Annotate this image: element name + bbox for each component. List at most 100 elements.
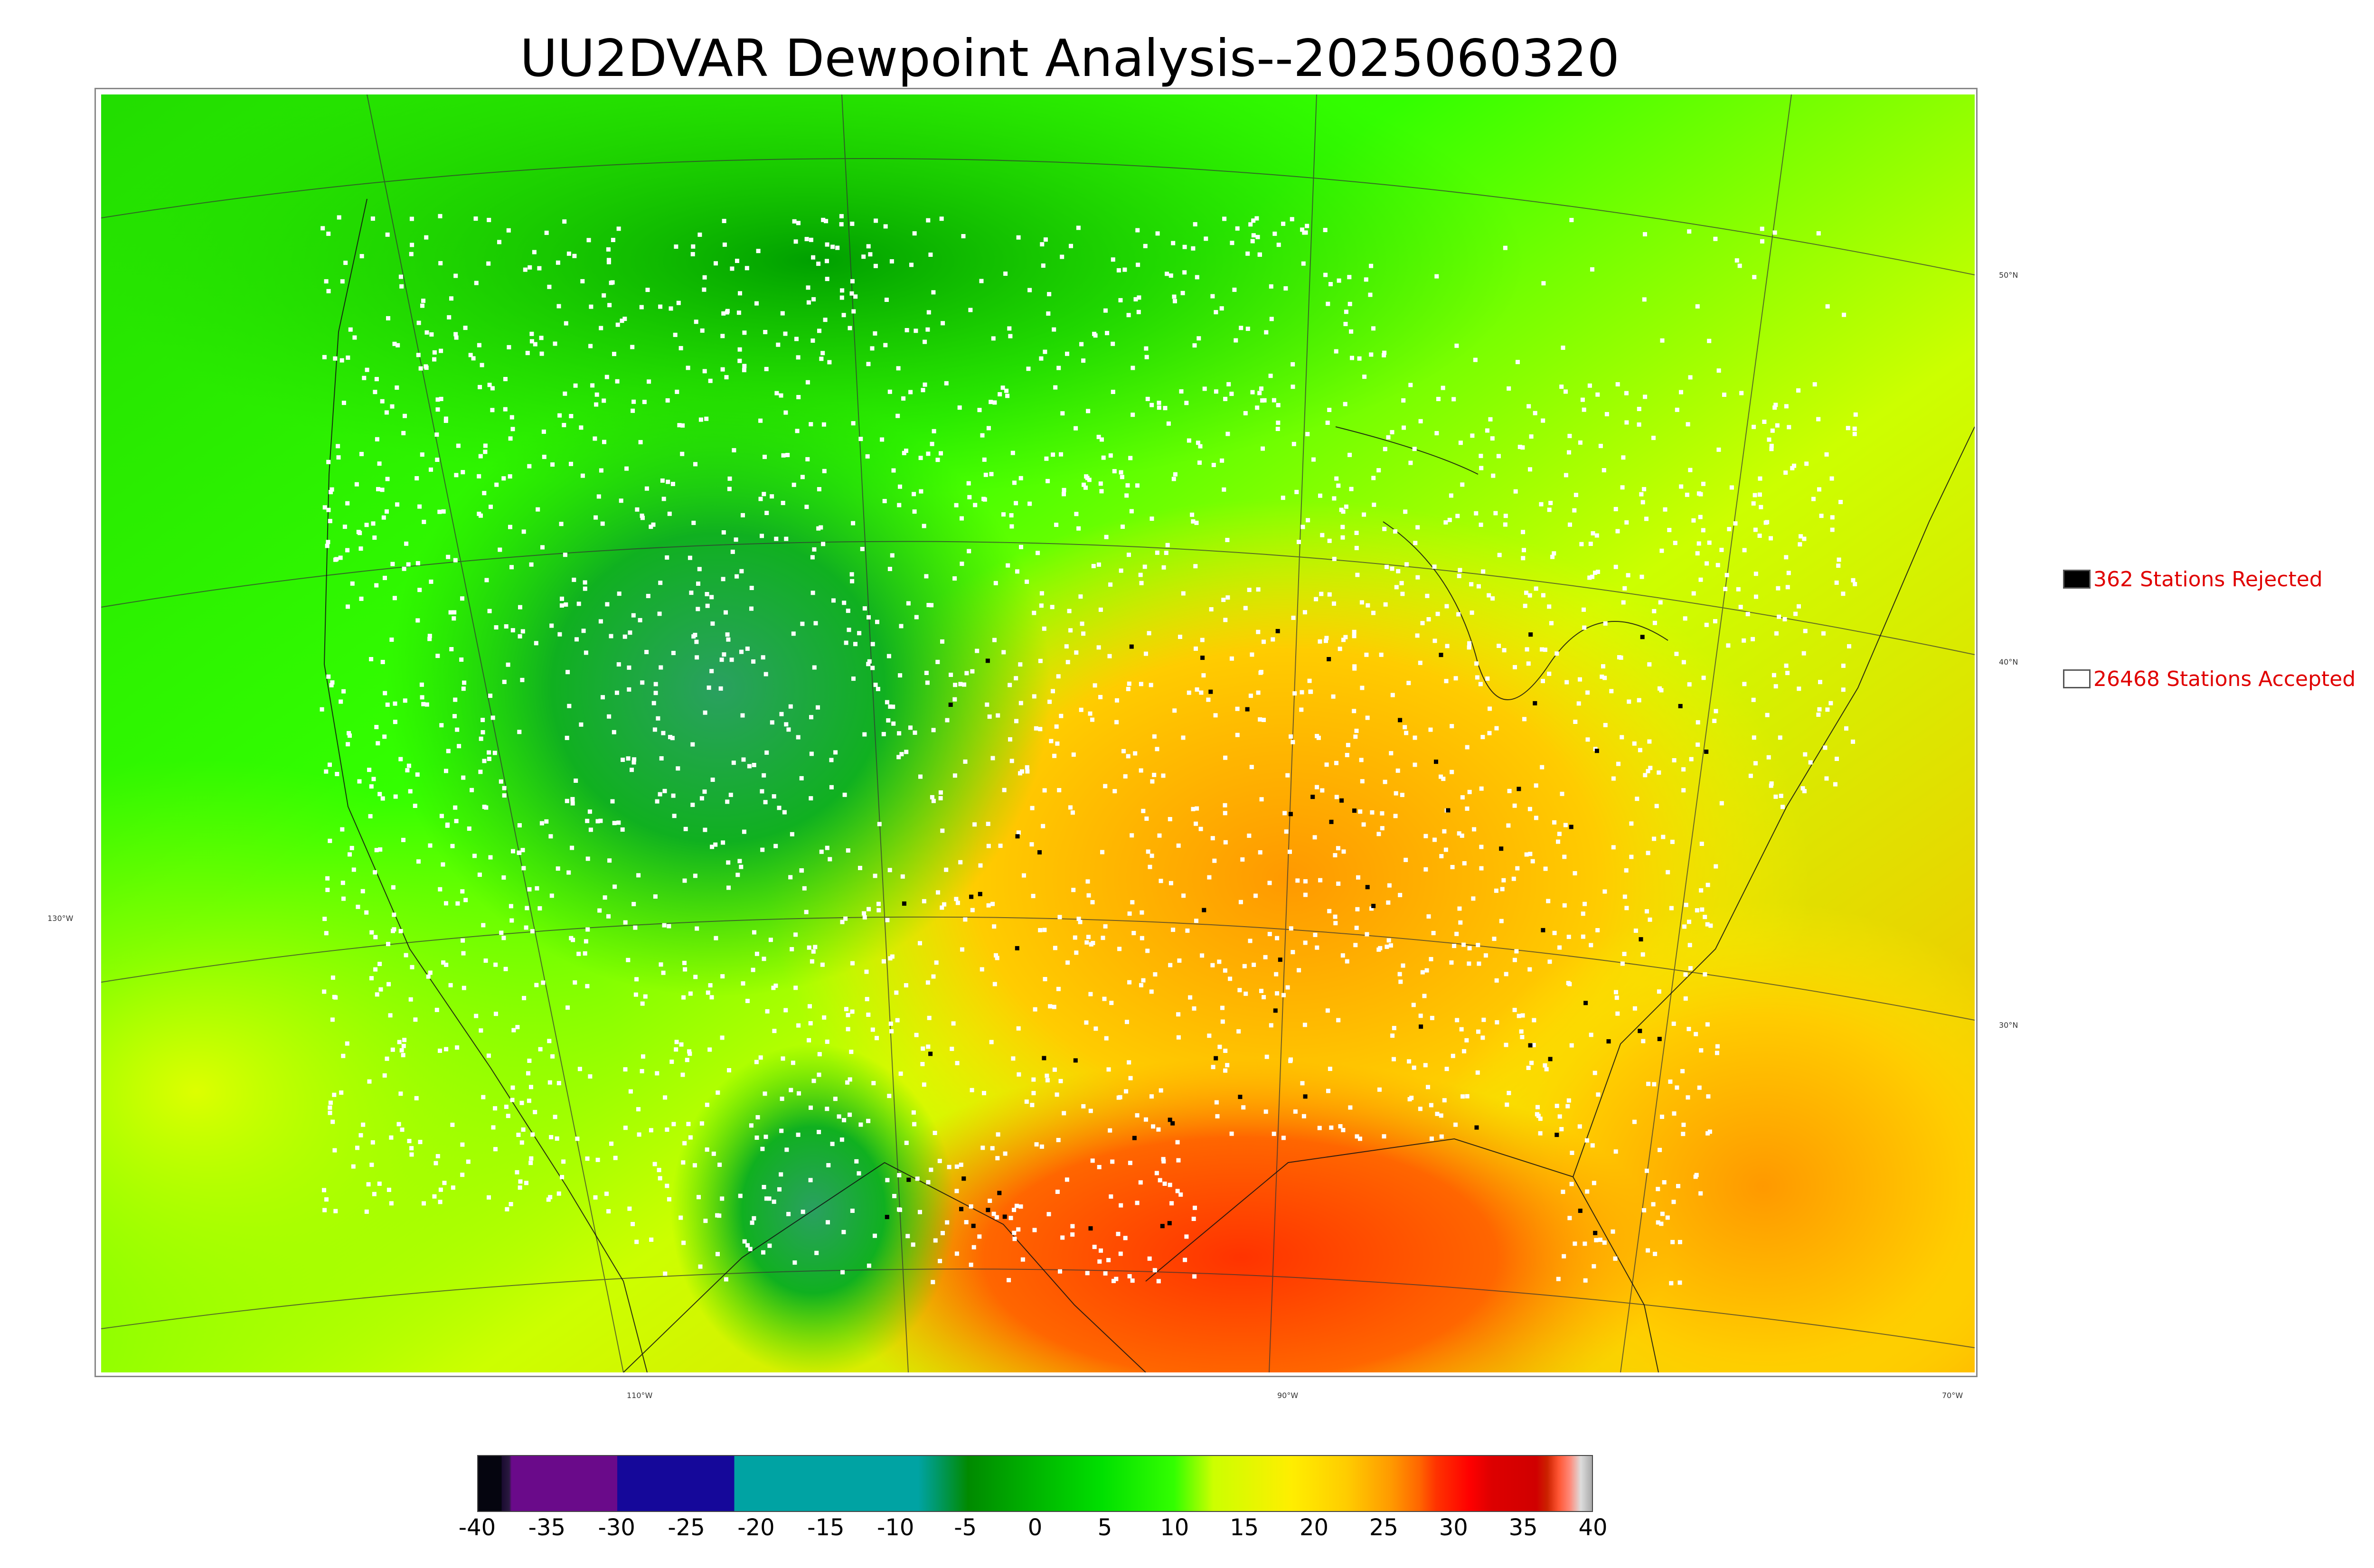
accepted-station-marker: [1652, 1082, 1657, 1087]
accepted-station-marker: [911, 1242, 915, 1247]
accepted-station-marker: [876, 901, 881, 906]
accepted-station-marker: [1705, 883, 1710, 887]
accepted-station-marker: [1039, 591, 1044, 596]
accepted-station-marker: [1707, 1129, 1712, 1134]
accepted-station-marker: [772, 1029, 777, 1033]
accepted-station-marker: [1474, 661, 1479, 666]
accepted-station-marker: [1527, 593, 1532, 598]
accepted-station-marker: [1439, 1134, 1444, 1139]
accepted-station-marker: [704, 416, 709, 421]
accepted-station-marker: [754, 951, 759, 956]
accepted-station-marker: [1613, 1149, 1618, 1154]
accepted-station-marker: [520, 629, 525, 634]
accepted-station-marker: [875, 620, 879, 624]
accepted-station-marker: [1109, 1001, 1114, 1005]
accepted-station-marker: [326, 460, 331, 464]
accepted-station-marker: [1128, 456, 1133, 460]
accepted-station-marker: [1317, 1126, 1322, 1130]
accepted-station-marker: [1152, 1268, 1157, 1273]
accepted-station-marker: [1003, 272, 1008, 276]
accepted-station-marker: [1329, 1125, 1334, 1130]
accepted-station-marker: [374, 583, 379, 588]
accepted-station-marker: [359, 451, 364, 456]
accepted-station-marker: [898, 1071, 903, 1076]
accepted-station-marker: [1303, 879, 1308, 883]
accepted-station-marker: [722, 242, 727, 247]
accepted-station-marker: [692, 1163, 697, 1168]
accepted-station-marker: [510, 628, 515, 633]
accepted-station-marker: [749, 1123, 754, 1128]
accepted-station-marker: [660, 478, 665, 483]
accepted-station-marker: [1259, 670, 1263, 675]
accepted-station-marker: [1770, 428, 1775, 433]
accepted-station-marker: [1657, 989, 1661, 994]
accepted-station-marker: [925, 327, 930, 332]
accepted-station-marker: [880, 437, 885, 442]
colorbar-tick-label: -10: [877, 1514, 914, 1541]
accepted-station-marker: [370, 216, 375, 221]
accepted-station-marker: [1194, 919, 1198, 923]
accepted-station-marker: [517, 823, 522, 827]
accepted-station-marker: [1769, 783, 1773, 788]
accepted-station-marker: [1595, 570, 1600, 574]
accepted-station-marker: [1535, 1112, 1539, 1117]
accepted-station-marker: [938, 796, 943, 800]
accepted-station-marker: [690, 252, 695, 256]
colorbar-tick-label: 30: [1439, 1514, 1468, 1541]
accepted-station-marker: [612, 884, 617, 889]
accepted-station-marker: [390, 1047, 395, 1052]
accepted-station-marker: [724, 375, 729, 380]
accepted-station-marker: [1432, 638, 1437, 643]
accepted-station-marker: [1074, 512, 1079, 516]
accepted-station-marker: [627, 1206, 632, 1211]
accepted-station-marker: [1716, 447, 1721, 452]
accepted-station-marker: [710, 621, 715, 626]
accepted-station-marker: [1341, 638, 1346, 642]
accepted-station-marker: [933, 1238, 938, 1243]
accepted-station-marker: [1269, 284, 1273, 289]
accepted-station-marker: [898, 673, 903, 678]
accepted-station-marker: [1052, 327, 1056, 332]
accepted-station-marker: [579, 722, 584, 727]
accepted-station-marker: [1220, 458, 1225, 463]
lat-label-40n: 40°N: [1999, 657, 2018, 667]
accepted-station-marker: [1119, 1203, 1123, 1208]
accepted-station-marker: [586, 238, 591, 243]
accepted-station-marker: [779, 393, 783, 398]
accepted-station-marker: [1210, 963, 1215, 967]
rejected-station-marker: [885, 1215, 889, 1220]
accepted-station-marker: [477, 873, 482, 877]
accepted-station-marker: [1043, 237, 1048, 242]
accepted-station-marker: [1543, 1063, 1547, 1068]
accepted-station-marker: [942, 902, 947, 907]
accepted-station-marker: [1852, 426, 1857, 431]
accepted-station-marker: [895, 1018, 900, 1023]
accepted-station-marker: [1031, 1091, 1036, 1096]
accepted-station-marker: [1354, 545, 1359, 550]
rejected-station-marker: [1371, 903, 1376, 908]
accepted-station-marker: [839, 295, 844, 300]
accepted-station-marker: [348, 327, 353, 332]
accepted-station-marker: [1005, 394, 1010, 398]
accepted-station-marker: [1020, 769, 1024, 774]
accepted-station-marker: [1237, 988, 1242, 993]
accepted-station-marker: [1660, 338, 1665, 343]
accepted-station-marker: [345, 548, 350, 553]
accepted-station-marker: [504, 1105, 509, 1109]
accepted-station-marker: [1519, 1029, 1524, 1034]
accepted-station-marker: [410, 965, 415, 969]
accepted-station-marker: [1112, 469, 1117, 474]
accepted-station-marker: [1453, 676, 1458, 681]
accepted-station-marker: [1480, 1035, 1485, 1040]
accepted-station-marker: [1556, 1277, 1561, 1281]
accepted-station-marker: [954, 1251, 959, 1256]
accepted-station-marker: [1670, 1239, 1675, 1244]
accepted-station-marker: [596, 494, 601, 499]
accepted-station-marker: [812, 547, 817, 552]
accepted-station-marker: [685, 1058, 689, 1062]
accepted-station-marker: [894, 990, 899, 995]
accepted-station-marker: [738, 291, 742, 296]
accepted-station-marker: [918, 1210, 922, 1214]
accepted-station-marker: [940, 828, 945, 833]
accepted-station-marker: [1408, 383, 1413, 387]
